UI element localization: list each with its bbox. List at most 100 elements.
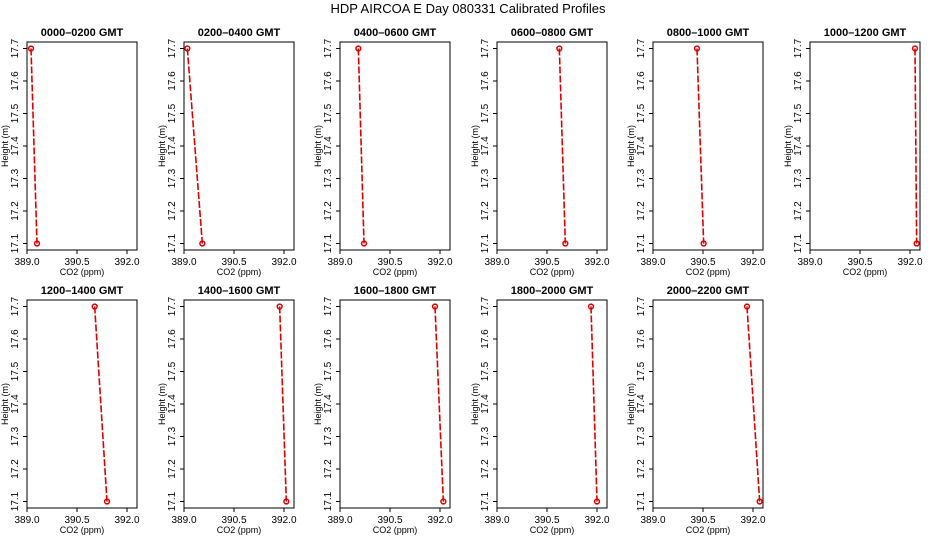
panel-4-x-axis-label: CO2 (ppm)	[530, 267, 575, 277]
panel-5-y-tick-label: 17.6	[636, 71, 647, 91]
panel-4-profile-line	[558, 48, 567, 244]
panel-8-title: 1400–1600 GMT	[198, 285, 281, 297]
panel-7-x-tick-label: 390.5	[64, 515, 89, 526]
panel-10-y-tick-label: 17.2	[480, 459, 491, 479]
panel-1-x-axis-label: CO2 (ppm)	[60, 267, 105, 277]
panel-11-title: 2000–2200 GMT	[667, 285, 750, 297]
panel-2-y-tick-label: 17.1	[167, 233, 178, 253]
panel-10-y-tick-label: 17.4	[480, 394, 491, 414]
panel-11-y-tick-label: 17.2	[636, 459, 647, 479]
panel-6-y-tick-label: 17.1	[793, 233, 804, 253]
panel-5-data-point	[700, 240, 707, 247]
panel-8-y-tick-label: 17.3	[167, 426, 178, 446]
panel-7-y-tick-label: 17.5	[10, 361, 21, 381]
panel-9-frame	[339, 299, 451, 509]
panel-3-x-tick-label: 392.0	[427, 257, 452, 268]
panel-5-y-tick-label: 17.4	[636, 136, 647, 156]
panel-3-x-axis-label: CO2 (ppm)	[373, 267, 418, 277]
panel-5-x-tick-label: 392.0	[740, 257, 765, 268]
panel-10-x-axis-label: CO2 (ppm)	[530, 525, 575, 535]
panel-8-data-point	[283, 498, 290, 505]
panel-4-y-axis-label: Height (m)	[470, 125, 480, 167]
panel-6-y-tick-label: 17.5	[793, 103, 804, 123]
panel-11-x-axis-label: CO2 (ppm)	[686, 525, 731, 535]
panel-7-y-tick-label: 17.6	[10, 329, 21, 349]
panel-9-y-tick-label: 17.2	[323, 459, 334, 479]
panel-7-title: 1200–1400 GMT	[41, 285, 124, 297]
panel-9-data-point	[431, 303, 439, 310]
panel-5-data-point	[693, 45, 701, 52]
panel-9-data-point	[440, 498, 447, 505]
panel-2-x-tick-label: 389.0	[171, 257, 196, 268]
panel-1-x-tick-label: 389.0	[14, 257, 39, 268]
panel-8-x-axis-label: CO2 (ppm)	[217, 525, 262, 535]
panel-11-x-tick-label: 390.5	[690, 515, 715, 526]
panel-10-data-point	[587, 303, 595, 310]
panel-6-title: 1000–1200 GMT	[824, 27, 907, 39]
panel-9-y-tick-label: 17.3	[323, 426, 334, 446]
panel-10-profile-line	[590, 306, 598, 502]
panel-1-y-tick-label: 17.5	[10, 103, 21, 123]
panel-3-profile-line	[357, 48, 365, 244]
panel-10-y-tick-label: 17.5	[480, 361, 491, 381]
panel-7-y-tick-label: 17.7	[10, 296, 21, 316]
panel-2-data-point	[199, 240, 206, 247]
panel-8-y-axis-label: Height (m)	[157, 383, 167, 425]
panel-2-y-tick-label: 17.7	[167, 38, 178, 58]
panel-4-y-tick-label: 17.7	[480, 38, 491, 58]
panel-3-data-point	[360, 240, 368, 247]
panel-1-data-point	[27, 45, 35, 52]
panel-3-y-axis-label: Height (m)	[313, 125, 323, 167]
panel-9-title: 1600–1800 GMT	[354, 285, 437, 297]
panel-9-y-tick-label: 17.7	[323, 296, 334, 316]
panel-11-frame	[652, 299, 764, 509]
panel-8-data-point	[276, 303, 283, 310]
panel-11-y-tick-label: 17.3	[636, 426, 647, 446]
panel-7-y-axis-label: Height (m)	[0, 383, 10, 425]
panel-1-y-tick-label: 17.2	[10, 201, 21, 221]
panel-4-y-tick-label: 17.6	[480, 71, 491, 91]
panel-8-frame	[183, 299, 295, 509]
panel-9-y-axis-label: Height (m)	[313, 383, 323, 425]
panel-9-y-tick-label: 17.5	[323, 361, 334, 381]
panel-4-y-tick-label: 17.1	[480, 233, 491, 253]
panel-5-y-tick-label: 17.2	[636, 201, 647, 221]
panel-9-x-tick-label: 392.0	[427, 515, 452, 526]
panel-2-x-axis-label: CO2 (ppm)	[217, 267, 262, 277]
panel-7-y-tick-label: 17.3	[10, 426, 21, 446]
panel-3-y-tick-label: 17.6	[323, 71, 334, 91]
panel-3-y-tick-label: 17.3	[323, 168, 334, 188]
panel-1-x-tick-label: 390.5	[64, 257, 89, 268]
panel-7-data-point	[91, 303, 98, 310]
panel-11-x-tick-label: 389.0	[640, 515, 665, 526]
panel-2-y-tick-label: 17.4	[167, 136, 178, 156]
panel-3-y-tick-label: 17.1	[323, 233, 334, 253]
panel-6-data-point	[913, 240, 920, 247]
panel-10-title: 1800–2000 GMT	[511, 285, 594, 297]
panel-1-data-point	[33, 240, 41, 247]
panel-1-y-tick-label: 17.7	[10, 38, 21, 58]
panel-5-y-tick-label: 17.5	[636, 103, 647, 123]
panel-11-y-tick-label: 17.6	[636, 329, 647, 349]
panel-4-x-tick-label: 389.0	[484, 257, 509, 268]
panel-4-data-point	[562, 240, 569, 247]
panel-6-profile-line	[914, 48, 918, 244]
panel-3-x-tick-label: 389.0	[327, 257, 352, 268]
panel-8-profile-line	[278, 306, 288, 502]
panel-1-y-tick-label: 17.3	[10, 168, 21, 188]
panel-7-y-tick-label: 17.1	[10, 491, 21, 511]
panel-10-x-tick-label: 392.0	[584, 515, 609, 526]
panel-4-y-tick-label: 17.4	[480, 136, 491, 156]
panel-2-y-axis-label: Height (m)	[157, 125, 167, 167]
panel-7-x-axis-label: CO2 (ppm)	[60, 525, 105, 535]
panel-2-profile-line	[186, 48, 204, 244]
panel-9-x-tick-label: 389.0	[327, 515, 352, 526]
panel-5-y-axis-label: Height (m)	[626, 125, 636, 167]
figure-title: HDP AIRCOA E Day 080331 Calibrated Profi…	[330, 1, 606, 16]
panel-9-profile-line	[434, 306, 445, 502]
panel-2-frame	[183, 41, 295, 251]
panel-10-y-tick-label: 17.7	[480, 296, 491, 316]
panel-2-y-tick-label: 17.6	[167, 71, 178, 91]
panel-6-y-tick-label: 17.6	[793, 71, 804, 91]
panel-5-y-tick-label: 17.3	[636, 168, 647, 188]
